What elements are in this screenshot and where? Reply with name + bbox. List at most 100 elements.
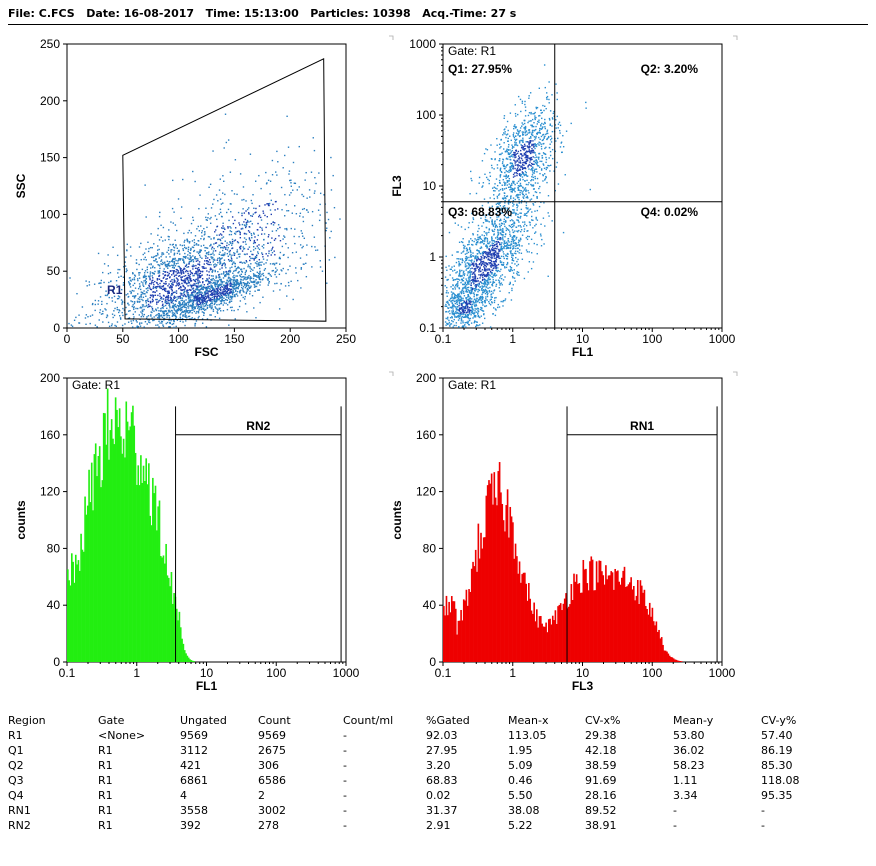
event-dot bbox=[475, 243, 478, 246]
event-dot bbox=[521, 145, 523, 147]
event-dot bbox=[502, 255, 505, 258]
event-dot bbox=[512, 189, 515, 191]
event-dot bbox=[467, 226, 470, 229]
event-dot bbox=[493, 253, 496, 255]
event-dot bbox=[473, 268, 476, 270]
event-dot bbox=[196, 288, 198, 291]
event-dot bbox=[480, 263, 483, 266]
event-dot bbox=[485, 220, 488, 222]
event-dot bbox=[206, 219, 208, 221]
event-dot bbox=[492, 252, 494, 255]
event-dot bbox=[212, 275, 214, 277]
event-dot bbox=[158, 317, 160, 319]
event-dot bbox=[529, 161, 531, 163]
event-dot bbox=[524, 129, 526, 131]
event-dot bbox=[197, 304, 199, 306]
event-dot bbox=[509, 265, 512, 268]
event-dot bbox=[182, 321, 184, 323]
event-dot bbox=[153, 272, 155, 275]
event-dot bbox=[500, 275, 502, 277]
event-dot bbox=[517, 158, 520, 160]
event-dot bbox=[472, 232, 474, 235]
event-dot bbox=[239, 233, 241, 236]
event-dot bbox=[517, 263, 520, 266]
event-dot bbox=[171, 306, 173, 309]
event-dot bbox=[142, 292, 144, 295]
event-dot bbox=[198, 296, 201, 299]
event-dot bbox=[163, 317, 165, 320]
event-dot bbox=[546, 92, 548, 94]
event-dot bbox=[267, 203, 269, 205]
event-dot bbox=[231, 240, 234, 243]
event-dot bbox=[483, 243, 485, 245]
event-dot bbox=[152, 294, 155, 297]
event-dot bbox=[116, 254, 119, 257]
event-dot bbox=[478, 258, 480, 261]
event-dot bbox=[495, 203, 498, 205]
event-dot bbox=[227, 272, 230, 275]
event-dot bbox=[445, 266, 447, 269]
event-dot bbox=[172, 283, 174, 285]
event-dot bbox=[248, 277, 250, 279]
event-dot bbox=[528, 157, 530, 160]
event-dot bbox=[535, 106, 537, 109]
event-dot bbox=[181, 299, 184, 301]
event-dot bbox=[97, 252, 100, 255]
event-dot bbox=[223, 299, 225, 302]
event-dot bbox=[543, 137, 545, 139]
event-dot bbox=[138, 301, 141, 303]
event-dot bbox=[282, 254, 285, 256]
event-dot bbox=[236, 290, 239, 293]
event-dot bbox=[234, 262, 236, 265]
event-dot bbox=[511, 259, 514, 261]
y-tick-label: 200 bbox=[40, 94, 60, 108]
event-dot bbox=[94, 299, 97, 302]
event-dot bbox=[548, 215, 550, 217]
event-dot bbox=[203, 267, 206, 270]
event-dot bbox=[301, 232, 303, 235]
event-dot bbox=[192, 259, 194, 261]
event-dot bbox=[239, 237, 242, 239]
event-dot bbox=[174, 265, 177, 267]
event-dot bbox=[107, 265, 110, 267]
event-dot bbox=[258, 289, 260, 291]
event-dot bbox=[232, 287, 234, 289]
event-dot bbox=[229, 281, 231, 283]
event-dot bbox=[551, 157, 554, 160]
event-dot bbox=[308, 189, 311, 191]
event-dot bbox=[498, 143, 501, 146]
event-dot bbox=[302, 245, 304, 248]
event-dot bbox=[218, 308, 221, 310]
event-dot bbox=[209, 314, 211, 316]
event-dot bbox=[510, 169, 513, 171]
event-dot bbox=[517, 250, 519, 253]
event-dot bbox=[512, 284, 514, 286]
event-dot bbox=[216, 312, 219, 314]
event-dot bbox=[213, 298, 215, 301]
event-dot bbox=[239, 245, 242, 248]
event-dot bbox=[210, 216, 212, 219]
event-dot bbox=[228, 276, 230, 278]
event-dot bbox=[537, 131, 539, 134]
event-dot bbox=[467, 277, 470, 279]
event-dot bbox=[238, 222, 240, 224]
event-dot bbox=[233, 279, 235, 281]
event-dot bbox=[529, 92, 532, 94]
event-dot bbox=[160, 307, 162, 310]
event-dot bbox=[475, 284, 477, 286]
event-dot bbox=[546, 130, 548, 133]
event-dot bbox=[488, 248, 490, 250]
event-dot bbox=[479, 252, 482, 255]
file-name: File: C.FCS bbox=[8, 7, 75, 20]
event-dot bbox=[258, 248, 261, 251]
event-dot bbox=[196, 307, 199, 309]
event-dot bbox=[152, 295, 154, 298]
event-dot bbox=[456, 271, 458, 273]
event-dot bbox=[505, 244, 508, 247]
event-dot bbox=[168, 302, 170, 304]
event-dot bbox=[89, 322, 91, 325]
event-dot bbox=[483, 281, 486, 284]
event-dot bbox=[502, 134, 504, 136]
event-dot bbox=[171, 258, 174, 261]
event-dot bbox=[222, 249, 224, 252]
